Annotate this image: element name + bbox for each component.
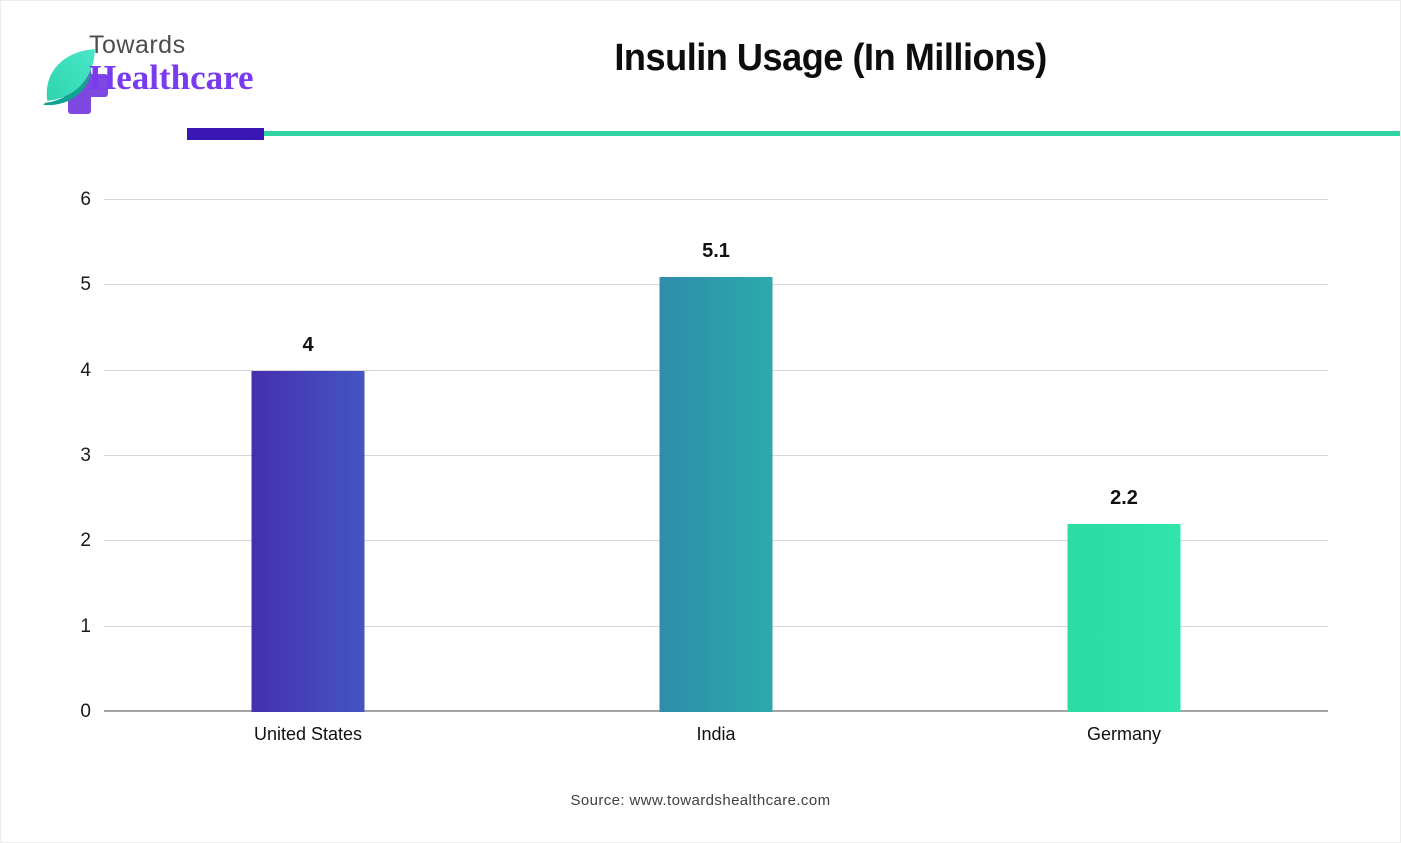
y-tick-label-2: 2 xyxy=(80,530,91,552)
chart-title: Insulin Usage (In Millions) xyxy=(614,37,1047,79)
logo-healthcare-text: Healthcare xyxy=(89,58,254,97)
y-tick-label-1: 1 xyxy=(80,615,91,637)
x-axis-label-united-states: United States xyxy=(253,724,363,744)
bar-column-india: 5.1 xyxy=(512,200,920,712)
source-text: Source: www.towardshealthcare.com xyxy=(570,792,831,809)
x-axis-labels: United States India Germany xyxy=(104,724,1328,745)
bar-value-label-germany: 2.2 xyxy=(1110,487,1138,510)
gridline-6 xyxy=(104,199,1328,200)
x-axis-label-germany: Germany xyxy=(1086,724,1162,744)
logo-leaf-icon xyxy=(43,49,95,106)
bar-row: 4 5.1 2.2 xyxy=(104,200,1328,712)
bar-india xyxy=(659,276,773,712)
divider-accent-bar xyxy=(187,128,264,140)
y-tick-label-5: 5 xyxy=(80,274,91,296)
y-tick-label-0: 0 xyxy=(80,701,91,722)
bar-column-united-states: 4 xyxy=(104,200,512,712)
bar-column-germany: 2.2 xyxy=(920,200,1328,712)
bar-united-states xyxy=(251,370,365,712)
logo-towards-text: Towards xyxy=(89,31,186,59)
logo-text: Towards Healthcare xyxy=(89,31,254,95)
divider-line xyxy=(264,131,1400,136)
y-tick-label-4: 4 xyxy=(80,359,91,381)
bar-value-label-united-states: 4 xyxy=(302,333,314,356)
plot-area: 4 5.1 2.2 xyxy=(104,199,1328,712)
bar-germany xyxy=(1067,524,1181,712)
title-wrap: Insulin Usage (In Millions) xyxy=(261,37,1400,80)
y-tick-label-3: 3 xyxy=(80,445,91,466)
bar-value-label-india: 5.1 xyxy=(702,239,730,262)
y-tick-label-6: 6 xyxy=(80,189,91,210)
x-axis-label-india: India xyxy=(696,724,736,744)
towards-healthcare-logo: Towards Healthcare xyxy=(23,25,273,114)
